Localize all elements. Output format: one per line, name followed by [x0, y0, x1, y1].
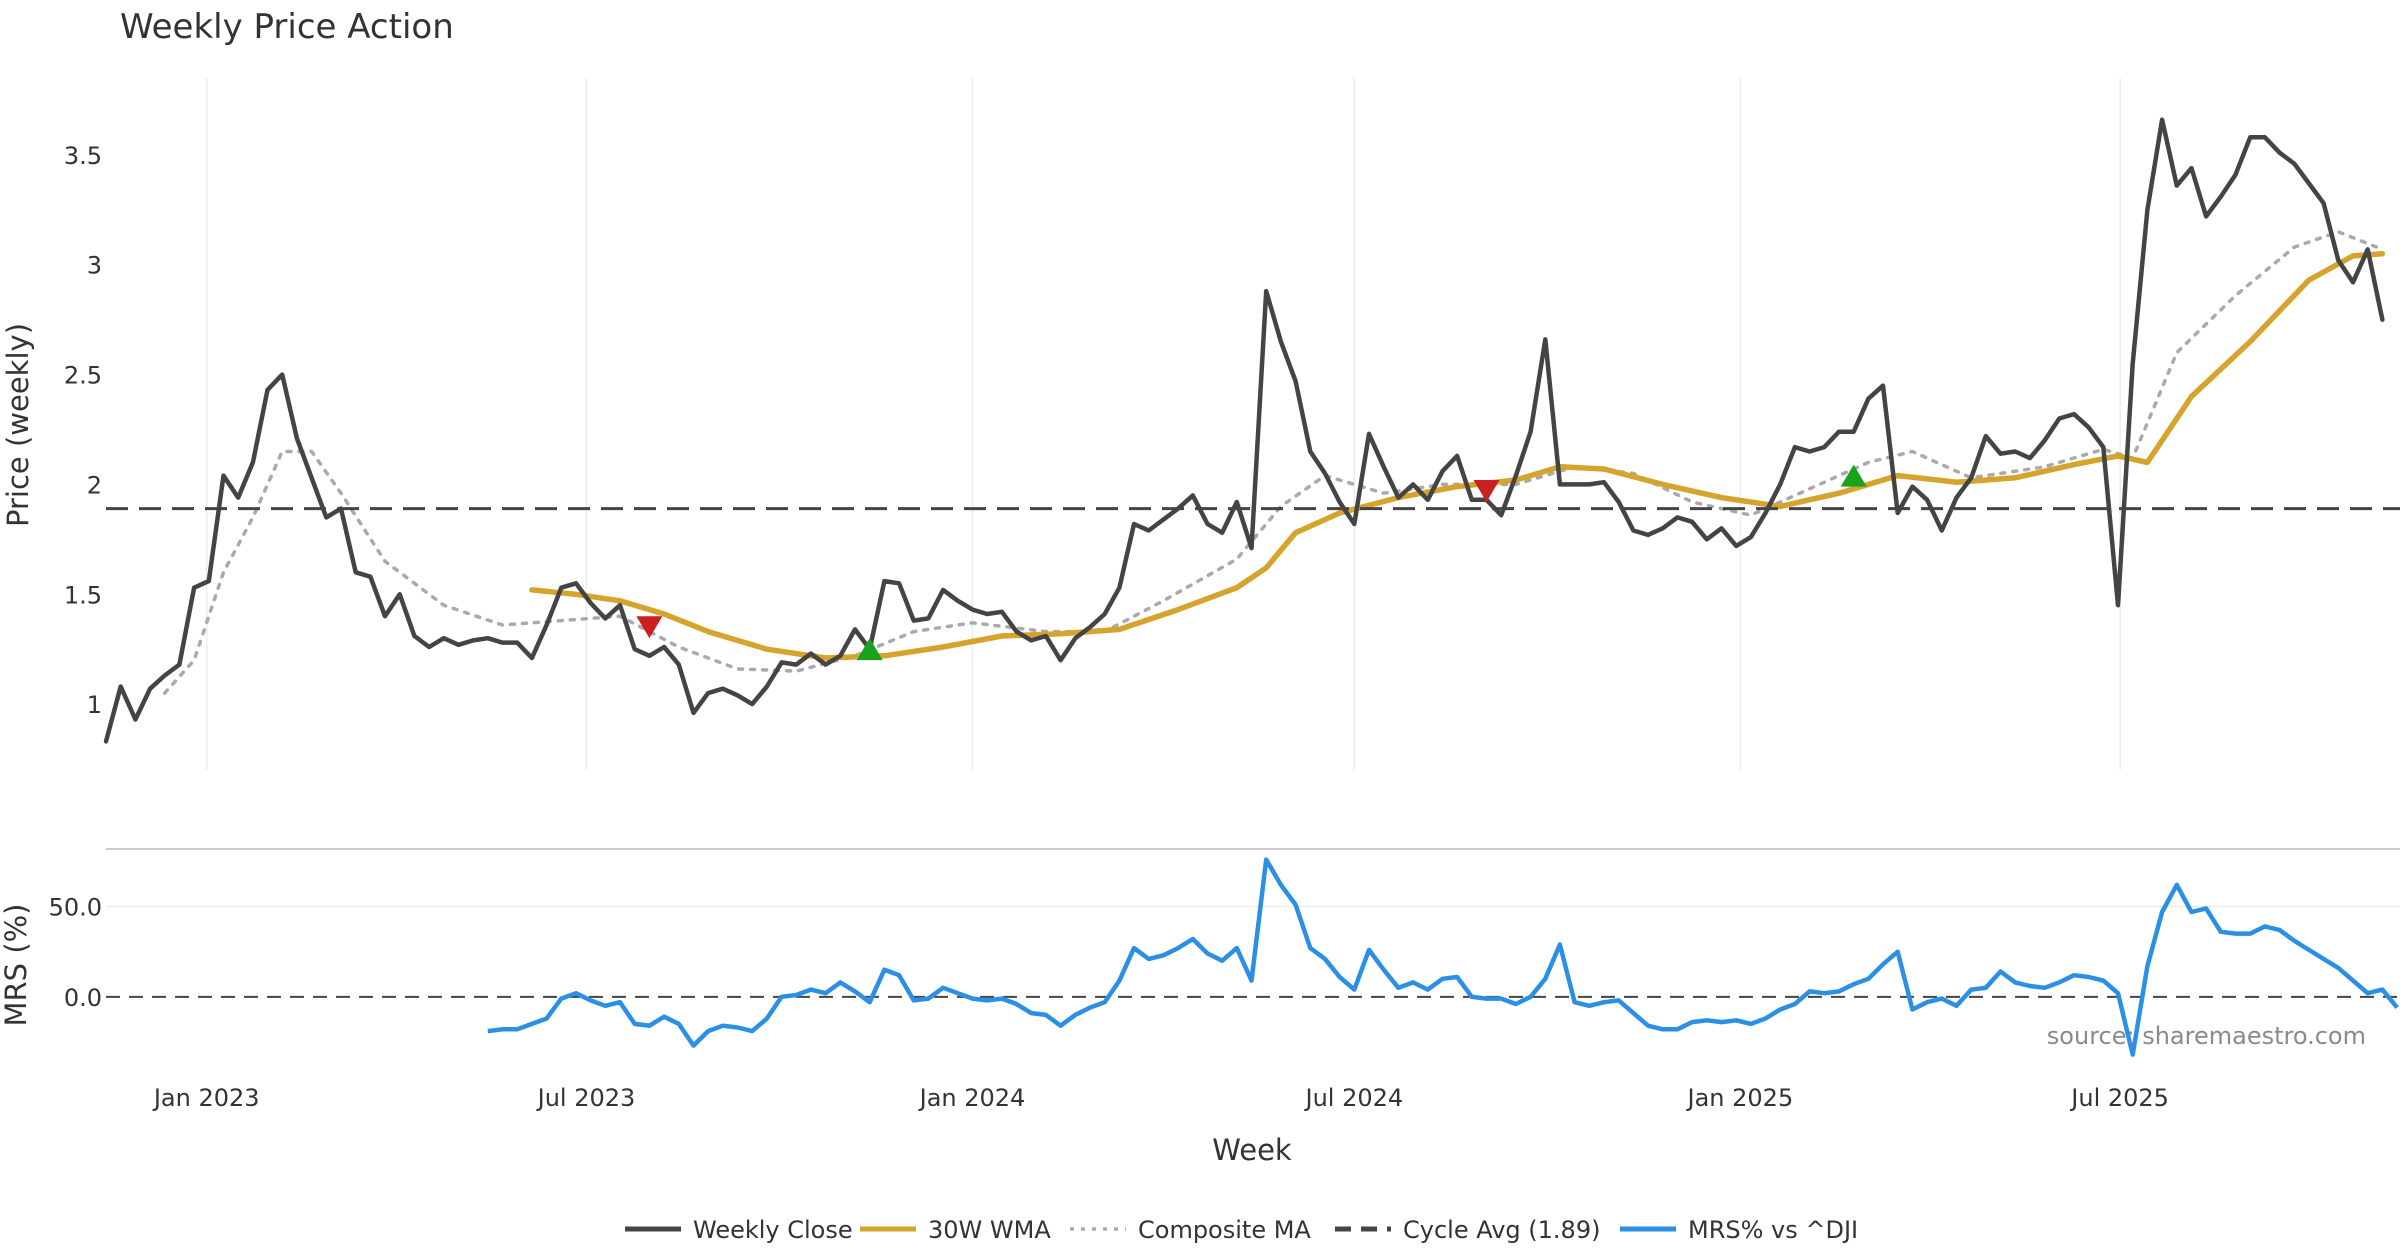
legend-label-composite-ma: Composite MA	[1138, 1216, 1311, 1244]
bottom-panel-y-ticks: 0.0 50.0	[49, 894, 102, 1012]
bottom-y-axis-title: MRS (%)	[0, 904, 33, 1027]
x-axis-title: Week	[1212, 1133, 1292, 1167]
series-30w-wma	[529, 250, 2386, 661]
legend-label-mrs-vs-dji: MRS% vs ^DJI	[1688, 1216, 1858, 1244]
top-y-tick-label: 2	[87, 471, 102, 499]
legend-label-weekly-close: Weekly Close	[693, 1216, 853, 1244]
bottom-panel-gridlines	[106, 905, 2400, 998]
chart-title: Weekly Price Action	[120, 7, 454, 47]
top-y-tick-label: 1.5	[64, 581, 102, 609]
series-composite-ma	[162, 230, 2385, 695]
x-tick-label-jan-2024: Jan 2024	[918, 1084, 1026, 1112]
top-y-tick-label: 2.5	[64, 362, 102, 390]
series-weekly-close	[103, 117, 2385, 744]
bottom-y-tick-label: 0.0	[64, 984, 102, 1012]
top-y-tick-label: 3.5	[64, 142, 102, 170]
sell-signal-marker	[1473, 480, 1500, 503]
series-mrs-vs-dji	[487, 857, 2399, 1057]
buy-signal-marker	[856, 638, 883, 661]
x-tick-label-jul-2024: Jul 2024	[1303, 1084, 1403, 1112]
top-y-tick-label: 1	[87, 691, 102, 719]
legend: Weekly Close 30W WMA Composite MA Cycle Avg…	[625, 1216, 1858, 1244]
legend-label-cycle-avg-1-89: Cycle Avg (1.89)	[1403, 1216, 1600, 1244]
bottom-panel-series	[487, 857, 2399, 1057]
sell-signal-marker	[636, 616, 663, 639]
source-note: source: sharemaestro.com	[2047, 1022, 2366, 1050]
x-tick-label-jul-2025: Jul 2025	[2069, 1084, 2169, 1112]
top-y-tick-label: 3	[87, 252, 102, 280]
signal-markers	[636, 464, 1867, 661]
buy-signal-marker	[1840, 464, 1867, 487]
top-panel-gridlines	[205, 78, 2121, 770]
bottom-y-tick-label: 50.0	[49, 894, 102, 922]
x-tick-label-jan-2025: Jan 2025	[1686, 1084, 1794, 1112]
x-tick-label-jul-2023: Jul 2023	[536, 1084, 636, 1112]
x-tick-label-jan-2023: Jan 2023	[152, 1084, 260, 1112]
legend-label-30w-wma: 30W WMA	[928, 1216, 1051, 1244]
top-panel-series	[103, 117, 2400, 744]
top-panel-y-ticks: 1 1.5 2 2.5 3 3.5	[64, 142, 102, 719]
top-y-axis-title: Price (weekly)	[1, 323, 35, 527]
x-axis-ticks: Jan 2023 Jul 2023 Jan 2024 Jul 2024 Jan 2025…	[152, 1084, 2169, 1112]
